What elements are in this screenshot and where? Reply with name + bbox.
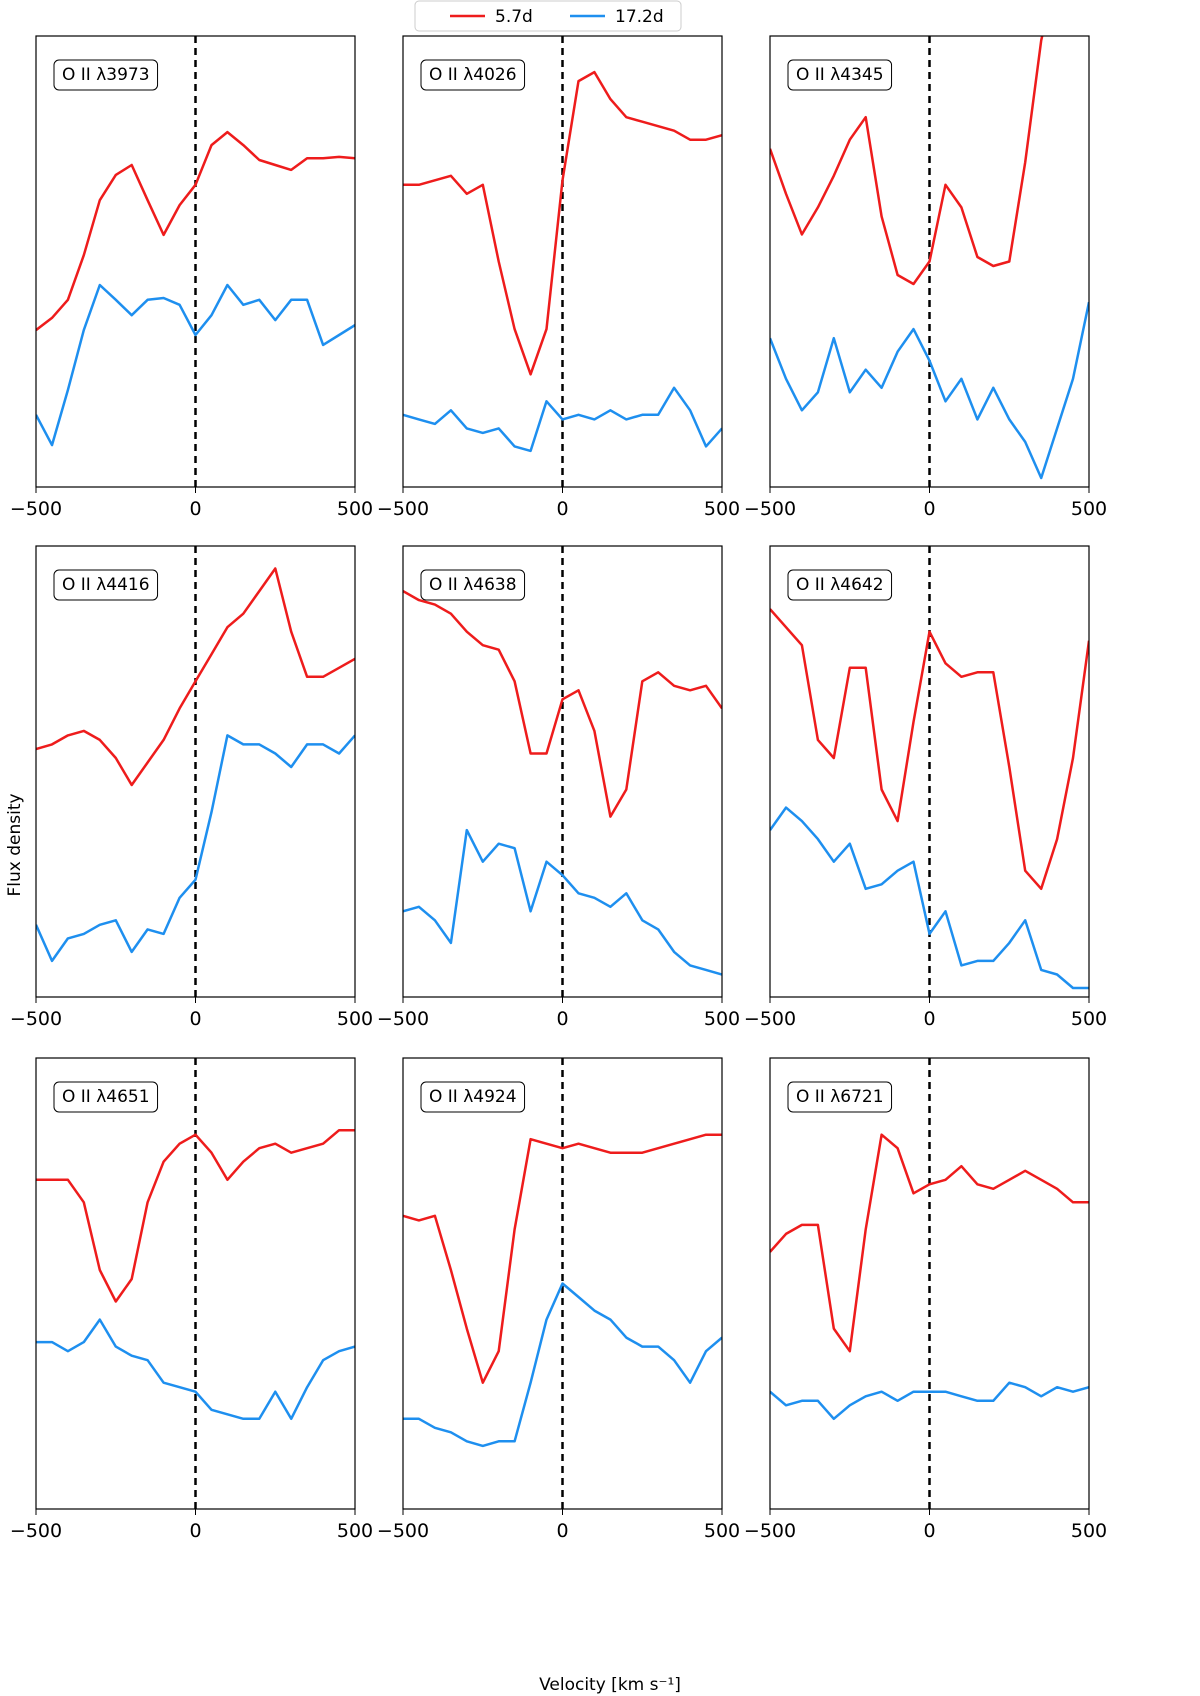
x-tick-label: 0 [923, 1520, 935, 1542]
x-tick-label: 500 [1071, 1008, 1107, 1030]
spectrum-line [403, 590, 722, 818]
x-tick-label: −500 [10, 1008, 62, 1030]
x-tick-label: −500 [377, 1520, 429, 1542]
x-tick-label: −500 [10, 1520, 62, 1542]
panel-frame [35, 1057, 356, 1510]
x-tick-label: 0 [556, 1008, 568, 1030]
panel-label-box [787, 1081, 893, 1113]
x-tick-label: 500 [337, 1008, 373, 1030]
panel [403, 1058, 722, 1509]
panel-frame [35, 545, 356, 998]
legend-box [414, 0, 682, 32]
panel-label: O II λ4924 [429, 1087, 517, 1107]
panel [770, 546, 1089, 997]
legend-label: 5.7d [495, 7, 533, 27]
x-tick-label: 0 [556, 1520, 568, 1542]
x-tick-label: −500 [744, 498, 796, 520]
x-tick-label: 0 [189, 498, 201, 520]
panel-label-box [53, 569, 159, 601]
panel-label-box [53, 59, 159, 91]
panel-label: O II λ4416 [62, 575, 150, 595]
spectrum-line [36, 1128, 355, 1303]
panel [36, 546, 355, 997]
panel-label: O II λ4638 [429, 575, 517, 595]
x-tick-label: −500 [744, 1520, 796, 1542]
x-axis-label: Velocity [km s⁻¹] [539, 1675, 681, 1695]
panel-label: O II λ4651 [62, 1087, 150, 1107]
panel [36, 36, 355, 487]
x-tick-label: 0 [189, 1520, 201, 1542]
x-tick-label: 500 [1071, 498, 1107, 520]
spectrum-line [36, 734, 355, 963]
panel-label-box [420, 569, 526, 601]
x-tick-label: 500 [337, 498, 373, 520]
panel-frame [769, 1057, 1090, 1510]
panel [770, 1058, 1089, 1509]
panel [36, 1058, 355, 1509]
panel-label: O II λ6721 [796, 1087, 884, 1107]
panel-label: O II λ4345 [796, 65, 884, 85]
panel-label-box [420, 1081, 526, 1113]
panel-label: O II λ4642 [796, 575, 884, 595]
panel-label: O II λ4026 [429, 65, 517, 85]
spectrum-line [403, 70, 722, 376]
x-tick-label: 500 [704, 498, 740, 520]
x-tick-label: −500 [10, 498, 62, 520]
panel-label-box [53, 1081, 159, 1113]
x-tick-label: 500 [704, 1008, 740, 1030]
spectrum-line [36, 283, 355, 447]
x-tick-label: 0 [189, 1008, 201, 1030]
x-tick-label: 500 [337, 1520, 373, 1542]
panel [403, 546, 722, 997]
x-tick-label: 0 [923, 1008, 935, 1030]
panel-label: O II λ3973 [62, 65, 150, 85]
panel-label-box [787, 569, 893, 601]
y-axis-label: Flux density [5, 793, 25, 896]
spectrum-line [36, 567, 355, 787]
x-tick-label: −500 [744, 1008, 796, 1030]
spectrum-line [770, 301, 1089, 480]
panel [403, 36, 722, 487]
panel [770, 36, 1089, 487]
spectrum-line [403, 386, 722, 453]
spectrum-line [770, 36, 1044, 286]
spectrum-line [403, 828, 722, 976]
panel-frame [35, 35, 356, 488]
panel-label-box [787, 59, 893, 91]
spectrum-line [36, 130, 355, 332]
spectrum-line [770, 806, 1089, 990]
spectrum-line [36, 1318, 355, 1421]
x-tick-label: 0 [923, 498, 935, 520]
x-tick-label: 500 [704, 1520, 740, 1542]
spectrum-line [770, 608, 1089, 891]
x-tick-label: 0 [556, 498, 568, 520]
spectrum-line [770, 1381, 1089, 1421]
panel-label-box [420, 59, 526, 91]
x-tick-label: 500 [1071, 1520, 1107, 1542]
spectrum-line [770, 1133, 1089, 1353]
x-tick-label: −500 [377, 498, 429, 520]
legend-label: 17.2d [615, 7, 664, 27]
x-tick-label: −500 [377, 1008, 429, 1030]
spectrum-line [403, 1133, 722, 1384]
spectrum-line [403, 1282, 722, 1448]
